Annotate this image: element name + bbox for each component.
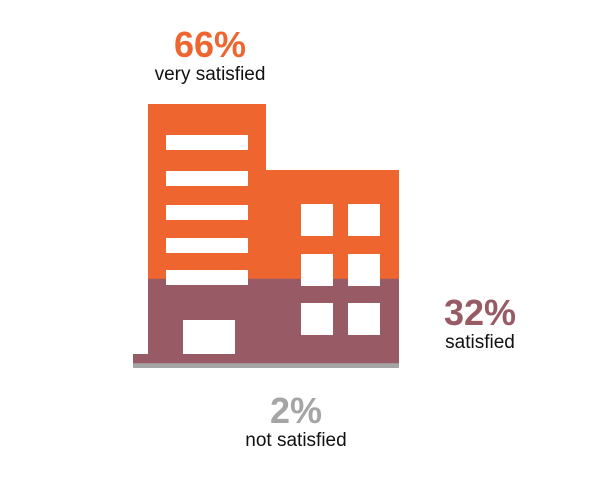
window — [301, 254, 333, 286]
value-label-very-satisfied: 66% — [173, 24, 247, 65]
fill-very-satisfied — [133, 104, 399, 279]
window — [348, 204, 380, 236]
fill-not-satisfied — [133, 362, 399, 368]
window — [301, 204, 333, 236]
window-slot — [166, 135, 248, 150]
door — [183, 320, 235, 354]
label-very-satisfied: 66% very satisfied — [120, 26, 300, 86]
category-label-very-satisfied: very satisfied — [154, 64, 266, 85]
window-slot — [166, 270, 248, 285]
category-label-satisfied: satisfied — [445, 332, 515, 353]
window-slot — [166, 205, 248, 220]
category-label-not-satisfied: not satisfied — [245, 430, 347, 451]
window — [348, 303, 380, 335]
label-not-satisfied: 2% not satisfied — [196, 392, 396, 452]
window-slot — [166, 171, 248, 186]
window — [301, 303, 333, 335]
value-label-not-satisfied: 2% — [269, 390, 323, 431]
window-slot — [166, 238, 248, 253]
window — [348, 254, 380, 286]
value-label-satisfied: 32% — [443, 292, 517, 333]
label-satisfied: 32% satisfied — [400, 294, 560, 354]
